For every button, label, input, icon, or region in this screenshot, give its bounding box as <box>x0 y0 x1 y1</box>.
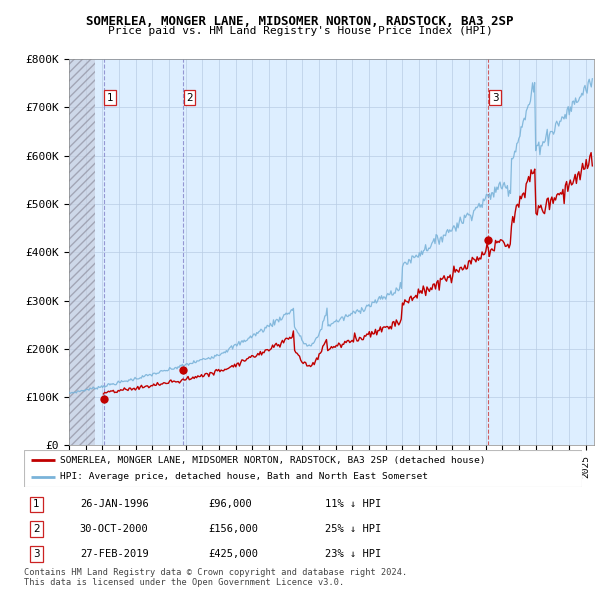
Text: 2: 2 <box>33 525 40 535</box>
Text: 11% ↓ HPI: 11% ↓ HPI <box>325 500 382 510</box>
Text: SOMERLEA, MONGER LANE, MIDSOMER NORTON, RADSTOCK, BA3 2SP: SOMERLEA, MONGER LANE, MIDSOMER NORTON, … <box>86 15 514 28</box>
Text: 2: 2 <box>186 93 193 103</box>
Bar <box>69 59 95 445</box>
Text: 3: 3 <box>491 93 498 103</box>
Text: HPI: Average price, detached house, Bath and North East Somerset: HPI: Average price, detached house, Bath… <box>60 473 428 481</box>
Text: 27-FEB-2019: 27-FEB-2019 <box>80 549 149 559</box>
Text: This data is licensed under the Open Government Licence v3.0.: This data is licensed under the Open Gov… <box>24 578 344 587</box>
FancyBboxPatch shape <box>24 450 582 487</box>
Text: Price paid vs. HM Land Registry's House Price Index (HPI): Price paid vs. HM Land Registry's House … <box>107 26 493 36</box>
Text: 25% ↓ HPI: 25% ↓ HPI <box>325 525 382 535</box>
Text: 1: 1 <box>33 500 40 510</box>
Text: £425,000: £425,000 <box>208 549 258 559</box>
Text: 30-OCT-2000: 30-OCT-2000 <box>80 525 149 535</box>
Text: 26-JAN-1996: 26-JAN-1996 <box>80 500 149 510</box>
Text: SOMERLEA, MONGER LANE, MIDSOMER NORTON, RADSTOCK, BA3 2SP (detached house): SOMERLEA, MONGER LANE, MIDSOMER NORTON, … <box>60 455 486 464</box>
Text: £96,000: £96,000 <box>208 500 252 510</box>
Text: 23% ↓ HPI: 23% ↓ HPI <box>325 549 382 559</box>
Text: £156,000: £156,000 <box>208 525 258 535</box>
Text: 1: 1 <box>107 93 113 103</box>
Text: Contains HM Land Registry data © Crown copyright and database right 2024.: Contains HM Land Registry data © Crown c… <box>24 568 407 576</box>
Text: 3: 3 <box>33 549 40 559</box>
